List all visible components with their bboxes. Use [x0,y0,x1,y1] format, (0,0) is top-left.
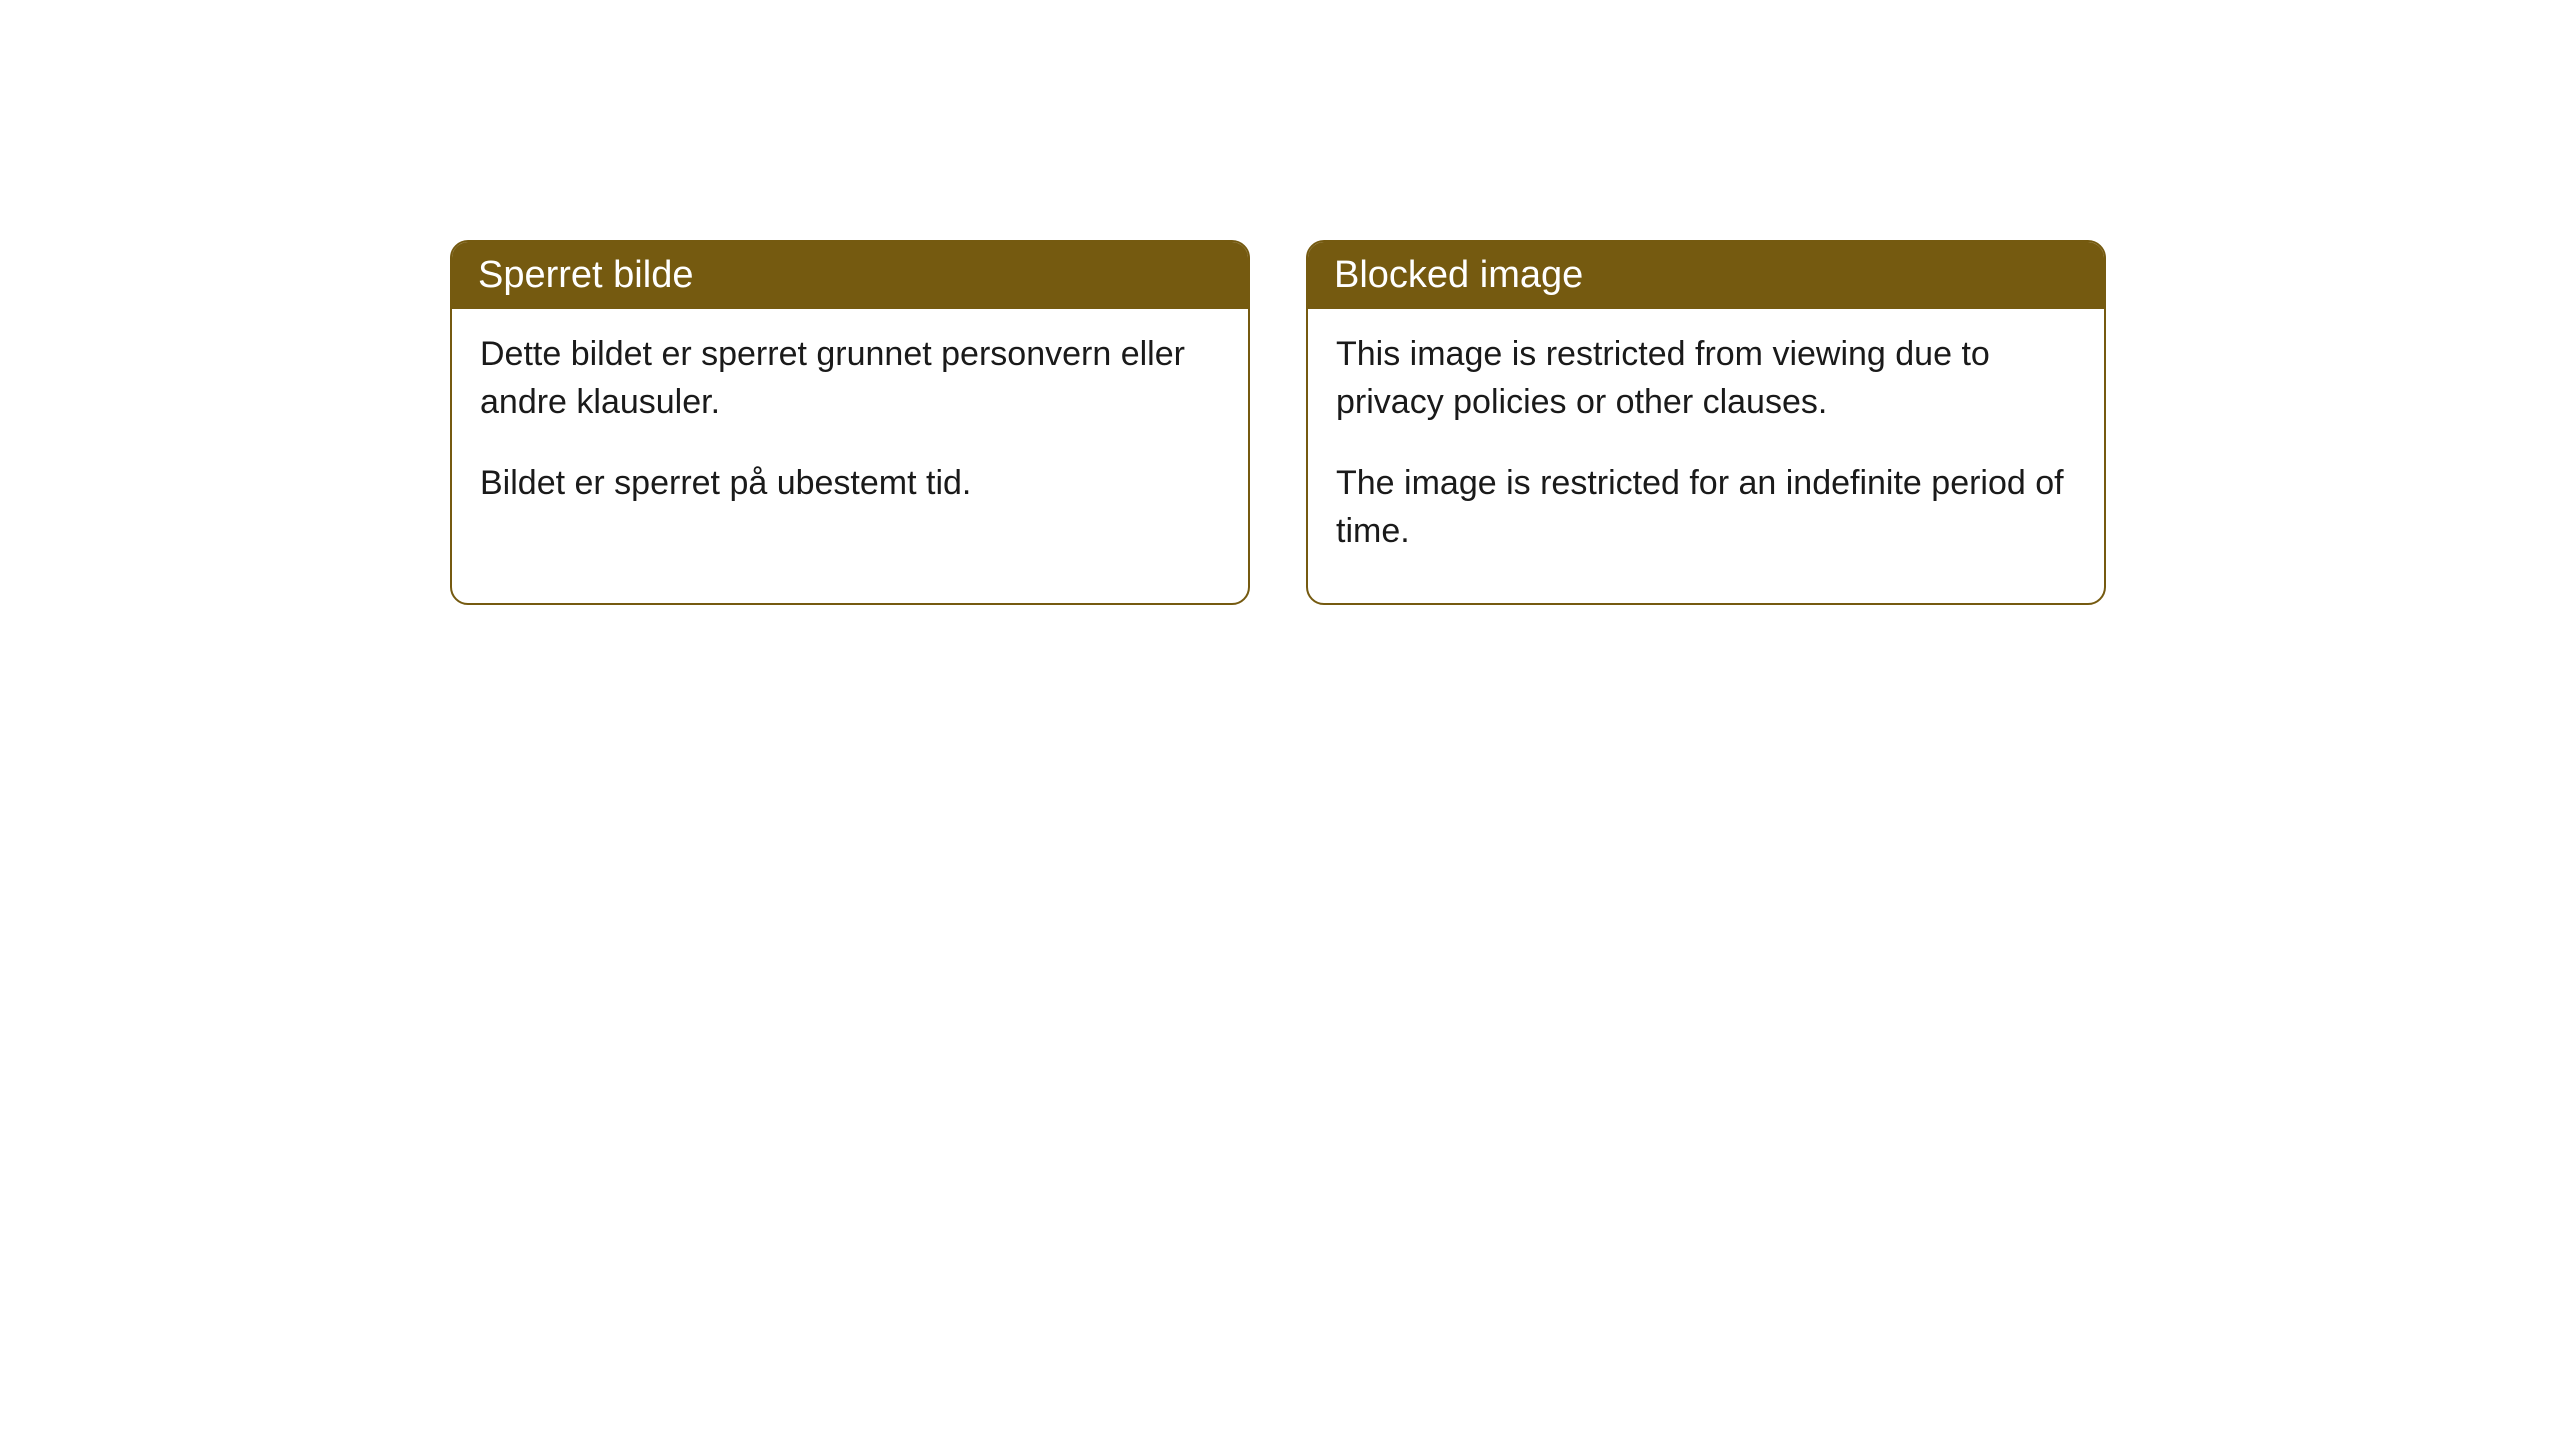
card-paragraph2-norwegian: Bildet er sperret på ubestemt tid. [480,460,1220,508]
card-body-english: This image is restricted from viewing du… [1308,309,2104,603]
card-header-norwegian: Sperret bilde [452,242,1248,309]
card-title-english: Blocked image [1334,254,1583,296]
notice-container: Sperret bilde Dette bildet er sperret gr… [0,0,2560,605]
card-body-norwegian: Dette bildet er sperret grunnet personve… [452,309,1248,556]
card-header-english: Blocked image [1308,242,2104,309]
card-title-norwegian: Sperret bilde [478,254,693,296]
blocked-image-card-norwegian: Sperret bilde Dette bildet er sperret gr… [450,240,1250,605]
card-paragraph1-english: This image is restricted from viewing du… [1336,331,2076,426]
card-paragraph1-norwegian: Dette bildet er sperret grunnet personve… [480,331,1220,426]
blocked-image-card-english: Blocked image This image is restricted f… [1306,240,2106,605]
card-paragraph2-english: The image is restricted for an indefinit… [1336,460,2076,555]
